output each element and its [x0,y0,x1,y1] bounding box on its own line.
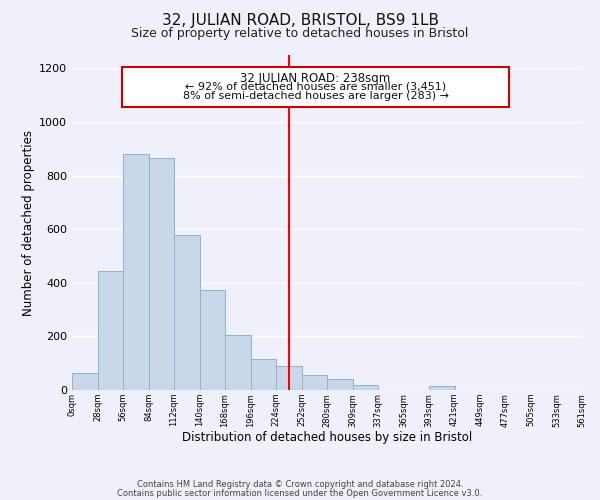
Bar [174,234,199,390]
Bar [251,359,276,390]
Bar [276,366,302,390]
Bar [353,385,378,390]
Text: Contains HM Land Registry data © Crown copyright and database right 2024.: Contains HM Land Registry data © Crown c… [137,480,463,489]
Bar [72,372,97,390]
Y-axis label: Number of detached properties: Number of detached properties [22,130,35,316]
Text: 32 JULIAN ROAD: 238sqm: 32 JULIAN ROAD: 238sqm [241,72,391,86]
Bar [199,290,225,390]
Bar [302,376,327,390]
FancyBboxPatch shape [122,67,509,108]
Bar [97,270,123,390]
Bar [123,154,149,390]
Text: 32, JULIAN ROAD, BRISTOL, BS9 1LB: 32, JULIAN ROAD, BRISTOL, BS9 1LB [161,12,439,28]
Bar [327,378,353,390]
Bar [429,386,455,390]
Text: Size of property relative to detached houses in Bristol: Size of property relative to detached ho… [131,28,469,40]
Text: Contains public sector information licensed under the Open Government Licence v3: Contains public sector information licen… [118,490,482,498]
Text: 8% of semi-detached houses are larger (283) →: 8% of semi-detached houses are larger (2… [182,90,449,101]
Bar [225,335,251,390]
X-axis label: Distribution of detached houses by size in Bristol: Distribution of detached houses by size … [182,431,472,444]
Bar [149,158,174,390]
Text: ← 92% of detached houses are smaller (3,451): ← 92% of detached houses are smaller (3,… [185,82,446,92]
